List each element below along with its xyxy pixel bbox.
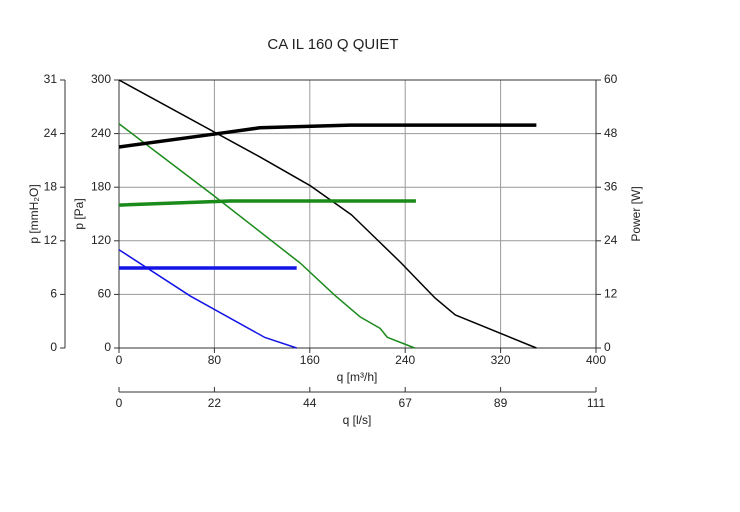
y-tick-label: 180 — [91, 179, 111, 193]
y2-tick-label: 0 — [604, 340, 611, 354]
power-curve — [118, 123, 537, 149]
y2-tick-label: 24 — [604, 233, 618, 247]
y2-axis-label: Power [W] — [629, 186, 643, 241]
y2-tick-label: 36 — [604, 179, 618, 193]
x2-tick-label: 22 — [208, 396, 222, 410]
x-tick-label: 80 — [208, 353, 222, 367]
x-tick-label: 160 — [300, 353, 320, 367]
y2-tick-label: 48 — [604, 126, 618, 140]
y-axis-label: p [Pa] — [72, 198, 86, 229]
y-mm-tick-label: 18 — [44, 179, 58, 193]
plot-frame — [118, 79, 597, 349]
y-mm-tick-label: 12 — [44, 233, 58, 247]
y-mm-tick-label: 6 — [50, 287, 57, 301]
y2-tick-label: 60 — [604, 72, 618, 86]
x2-tick-label: 67 — [399, 396, 413, 410]
y-tick-label: 120 — [91, 233, 111, 247]
y-mm-tick-label: 24 — [44, 126, 58, 140]
x-axis-label: q [m³/h] — [337, 370, 378, 384]
y-axis-label-mm: p [mmH₂O] — [27, 184, 41, 243]
y-mm-tick-label: 31 — [44, 72, 58, 86]
y-mm-tick-label: 0 — [50, 340, 57, 354]
x2-tick-label: 89 — [494, 396, 508, 410]
pressure-curve — [118, 249, 297, 349]
power-curve — [118, 199, 416, 207]
x-tick-label: 320 — [491, 353, 511, 367]
x2-tick-label: 0 — [116, 396, 123, 410]
y2-tick-label: 12 — [604, 287, 618, 301]
x-tick-label: 0 — [116, 353, 123, 367]
x-tick-label: 400 — [586, 353, 606, 367]
pressure-curve — [118, 79, 537, 349]
x2-tick-label: 44 — [303, 396, 317, 410]
y-tick-label: 0 — [104, 340, 111, 354]
y-tick-label: 240 — [91, 126, 111, 140]
y-tick-label: 300 — [91, 72, 111, 86]
chart-title: CA IL 160 Q QUIET — [267, 36, 398, 53]
pressure-curve — [118, 123, 416, 349]
x2-tick-label: 111 — [587, 396, 606, 410]
y-tick-label: 60 — [98, 287, 112, 301]
x2-axis-label: q [l/s] — [343, 413, 372, 427]
x-tick-label: 240 — [395, 353, 415, 367]
